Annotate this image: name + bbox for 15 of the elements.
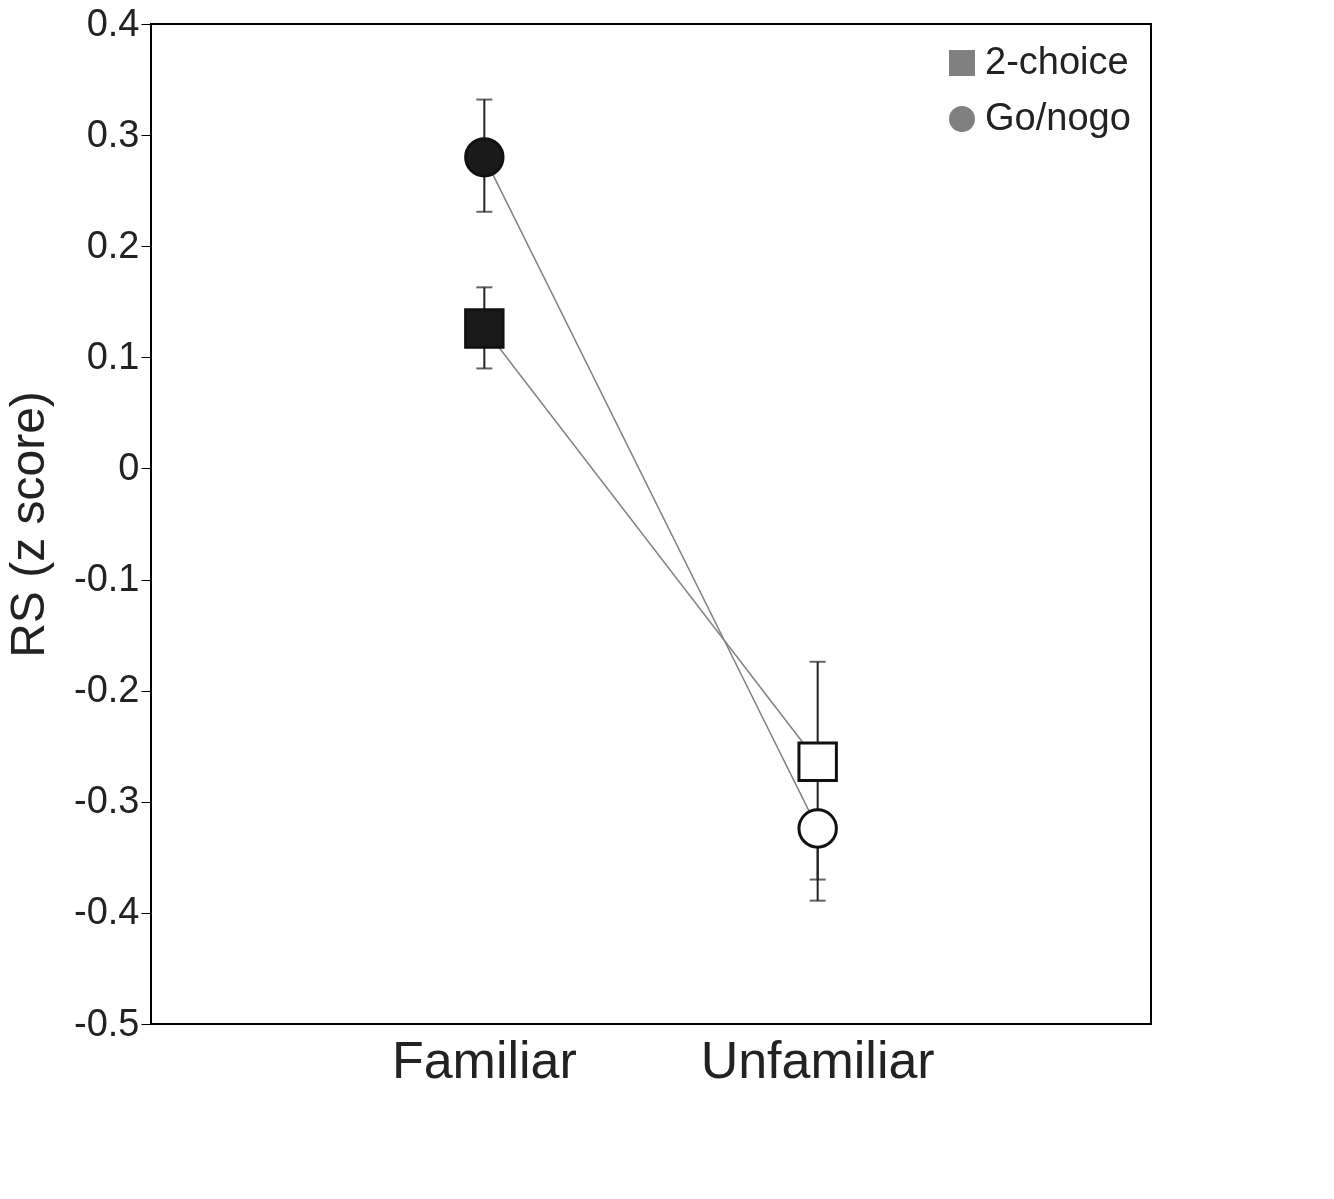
y-axis-title: RS (z score) xyxy=(1,391,55,658)
legend-label: 2-choice xyxy=(985,40,1129,82)
x-tick-label: Familiar xyxy=(391,1030,577,1089)
legend-label: Go/nogo xyxy=(985,96,1131,138)
y-tick-label: 0.1 xyxy=(86,334,140,377)
y-tick-label: -0.2 xyxy=(74,668,140,711)
y-tick-label: -0.1 xyxy=(74,557,140,600)
y-tick-label: 0.4 xyxy=(86,1,140,44)
y-tick-label: -0.5 xyxy=(74,1001,140,1044)
y-tick-label: -0.4 xyxy=(74,890,140,933)
y-tick-label: -0.3 xyxy=(74,779,140,822)
y-tick-label: 0.3 xyxy=(86,112,140,155)
y-tick-label: 0.2 xyxy=(86,223,140,266)
x-tick-label: Unfamiliar xyxy=(700,1030,935,1089)
y-tick-label: 0 xyxy=(118,445,140,488)
